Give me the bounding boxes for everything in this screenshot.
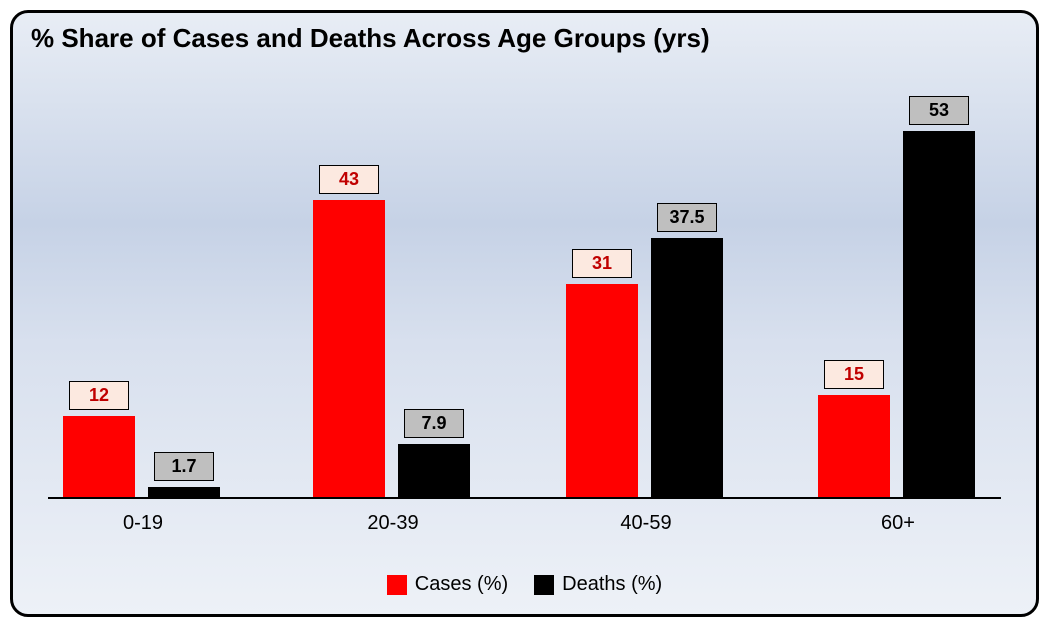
bar-cases-2 — [566, 284, 638, 499]
legend-swatch-cases — [387, 575, 407, 595]
chart-container: % Share of Cases and Deaths Across Age G… — [10, 10, 1039, 617]
bar-label-deaths-0: 1.7 — [154, 452, 214, 481]
bar-cases-0 — [63, 416, 135, 499]
bar-cases-1 — [313, 200, 385, 499]
legend-item-deaths: Deaths (%) — [534, 573, 662, 596]
legend-item-cases: Cases (%) — [387, 573, 508, 596]
baseline — [48, 497, 1001, 499]
bar-deaths-1 — [398, 444, 470, 499]
x-label-2: 40-59 — [556, 512, 736, 535]
chart-title: % Share of Cases and Deaths Across Age G… — [31, 23, 710, 54]
x-label-0: 0-19 — [53, 512, 233, 535]
x-axis-labels: 0-19 20-39 40-59 60+ — [48, 512, 1001, 542]
legend: Cases (%) Deaths (%) — [13, 573, 1036, 596]
bar-label-deaths-2: 37.5 — [657, 203, 717, 232]
bar-label-cases-0: 12 — [69, 381, 129, 410]
x-label-3: 60+ — [808, 512, 988, 535]
bar-label-cases-1: 43 — [319, 165, 379, 194]
plot-area: 12 1.7 43 7.9 31 37.5 15 53 — [48, 88, 1001, 499]
x-label-1: 20-39 — [303, 512, 483, 535]
bar-cases-3 — [818, 395, 890, 499]
legend-label-cases: Cases (%) — [415, 573, 508, 596]
bar-label-deaths-1: 7.9 — [404, 409, 464, 438]
bar-label-deaths-3: 53 — [909, 96, 969, 125]
bar-label-cases-3: 15 — [824, 360, 884, 389]
bar-label-cases-2: 31 — [572, 249, 632, 278]
legend-swatch-deaths — [534, 575, 554, 595]
bar-deaths-2 — [651, 238, 723, 499]
legend-label-deaths: Deaths (%) — [562, 573, 662, 596]
bar-deaths-3 — [903, 131, 975, 499]
